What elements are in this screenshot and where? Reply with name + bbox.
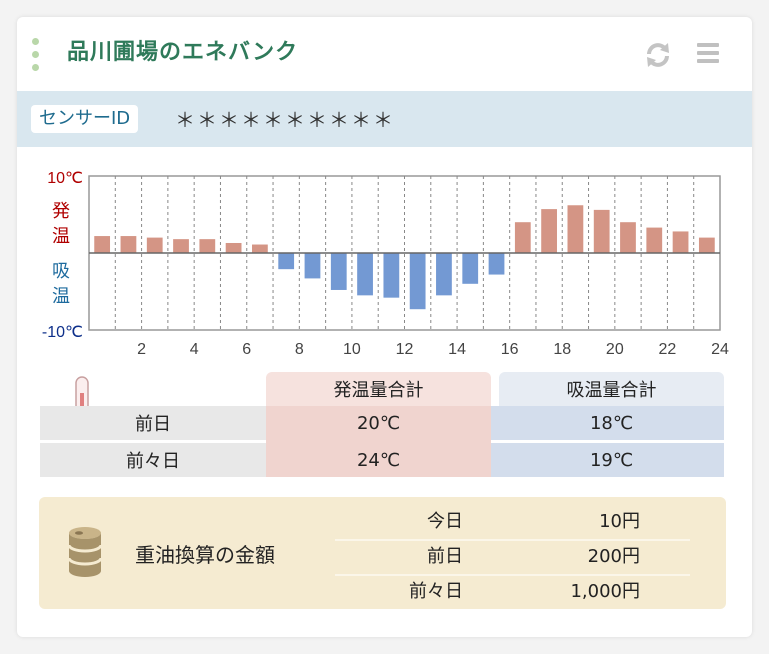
oil-row-value: 10円 — [599, 511, 640, 532]
enebank-card: 品川圃場のエネバンク センサーID ＊＊＊＊＊＊＊＊＊＊ 10℃ 発 温 吸 温… — [17, 17, 752, 637]
bar — [567, 205, 584, 253]
x-tick-label: 10 — [343, 341, 361, 358]
bar — [436, 253, 452, 296]
x-tick-label: 12 — [396, 341, 414, 358]
y-top-label: 10℃ — [47, 170, 83, 187]
bar — [593, 209, 610, 253]
bar — [383, 253, 400, 298]
bar — [514, 222, 531, 253]
bar — [173, 239, 189, 253]
bar — [225, 242, 242, 253]
label-gen-1: 発 — [52, 201, 70, 222]
x-tick-label: 8 — [295, 341, 304, 358]
card-title: 品川圃場のエネバンク — [67, 40, 299, 65]
x-tick-label: 24 — [711, 341, 729, 358]
gen-total-value: 24℃ — [266, 443, 491, 477]
oil-row-value: 1,000円 — [570, 581, 640, 602]
bar — [488, 253, 505, 275]
oil-row-label: 前日 — [427, 546, 463, 567]
row-label: 前日 — [40, 406, 266, 440]
oil-row: 前々日 1,000円 — [335, 574, 690, 610]
oil-row-label: 前々日 — [409, 581, 463, 602]
x-tick-label: 16 — [501, 341, 519, 358]
totals-row-prev-day: 前日 20℃ 18℃ — [40, 406, 724, 440]
x-tick-label: 2 — [137, 341, 146, 358]
bar — [94, 236, 111, 253]
oil-row-value: 200円 — [587, 546, 640, 567]
oil-row-divider — [335, 539, 690, 541]
x-tick-label: 6 — [242, 341, 251, 358]
abs-total-value: 19℃ — [499, 443, 724, 477]
bar — [620, 222, 636, 253]
bar — [120, 236, 137, 253]
totals-table: 発温量合計 吸温量合計 前日 20℃ 18℃ 前々日 24℃ 19℃ — [40, 372, 724, 477]
drag-handle-icon[interactable] — [32, 38, 40, 74]
sensor-id-label: センサーID — [31, 105, 139, 133]
bar — [409, 253, 426, 310]
menu-icon[interactable] — [697, 43, 719, 65]
bar — [672, 231, 689, 253]
sensor-bar: センサーID ＊＊＊＊＊＊＊＊＊＊ — [17, 91, 752, 147]
bar — [330, 253, 347, 290]
x-tick-label: 18 — [553, 341, 571, 358]
header-gen-total: 発温量合計 — [266, 372, 491, 406]
bar — [541, 209, 557, 253]
bar — [278, 253, 295, 270]
refresh-icon[interactable] — [642, 39, 674, 71]
bar — [462, 253, 479, 284]
label-abs-2: 温 — [52, 286, 70, 307]
oil-barrel-icon — [67, 527, 103, 577]
oil-row: 前日 200円 — [335, 539, 690, 575]
bar — [304, 253, 321, 279]
header-abs-total: 吸温量合計 — [499, 372, 724, 406]
totals-row-two-days-ago: 前々日 24℃ 19℃ — [40, 443, 724, 477]
bar — [646, 227, 663, 253]
x-tick-label: 20 — [606, 341, 624, 358]
bar — [252, 244, 268, 253]
oil-row: 今日 10円 — [335, 504, 690, 540]
x-tick-label: 22 — [659, 341, 677, 358]
x-tick-label: 14 — [448, 341, 466, 358]
bar — [357, 253, 373, 296]
oil-conversion-panel: 重油換算の金額 — [39, 497, 726, 609]
hourly-temperature-chart: 10℃ 発 温 吸 温 -10℃ 2 4 6 8 10 12 14 16 18 20 22 24 — [42, 170, 729, 358]
bar — [698, 237, 715, 253]
bar — [199, 239, 216, 253]
bar — [146, 237, 163, 253]
abs-total-value: 18℃ — [499, 406, 724, 440]
label-abs-1: 吸 — [52, 261, 70, 282]
oil-title: 重油換算の金額 — [135, 543, 275, 567]
x-tick-label: 4 — [190, 341, 199, 358]
row-label: 前々日 — [40, 443, 266, 477]
label-gen-2: 温 — [52, 226, 70, 247]
oil-row-divider — [335, 574, 690, 576]
oil-row-label: 今日 — [427, 511, 463, 532]
y-bottom-label: -10℃ — [42, 324, 83, 341]
gen-total-value: 20℃ — [266, 406, 491, 440]
sensor-id-value: ＊＊＊＊＊＊＊＊＊＊ — [175, 108, 395, 132]
card-header: 品川圃場のエネバンク — [17, 17, 752, 91]
